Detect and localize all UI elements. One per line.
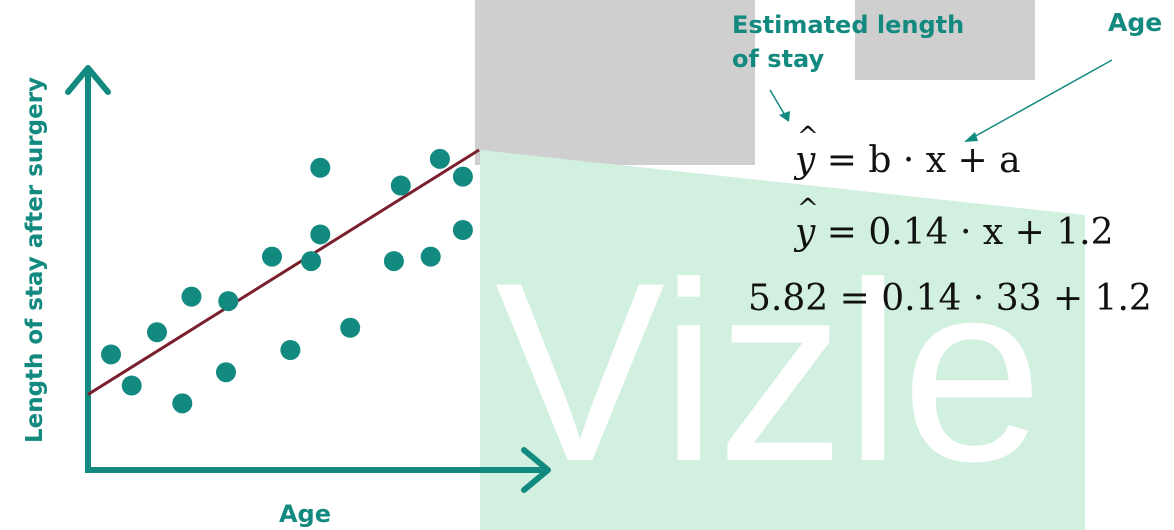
equation-general: y = b · x + a — [795, 122, 1021, 181]
data-point — [172, 393, 193, 414]
estimated-length-line1: Estimated length — [732, 11, 965, 39]
data-point — [280, 340, 301, 360]
age-arrow-line — [971, 59, 1113, 139]
data-point — [121, 375, 142, 396]
estimated-length-label: Estimated length of stay — [732, 8, 964, 76]
data-point — [216, 362, 236, 383]
data-point — [340, 317, 361, 338]
data-point — [310, 224, 331, 245]
x-axis-arrow-icon — [521, 447, 551, 493]
y-hat-symbol: y — [795, 194, 819, 253]
estimated-length-line2: of stay — [732, 45, 825, 73]
watermark-gray-block — [475, 0, 755, 165]
watermark-gray-block-right — [855, 0, 1035, 80]
data-point — [420, 246, 441, 267]
data-point — [390, 175, 411, 196]
age-annotation-label: Age — [1108, 8, 1163, 37]
equation-example: 5.82 = 0.14 · 33 + 1.2 — [748, 278, 1152, 319]
equation-fitted: y = 0.14 · x + 1.2 — [795, 194, 1114, 253]
estimated-arrow-icon — [779, 111, 790, 122]
data-point — [262, 246, 282, 267]
y-axis-arrow-icon — [65, 65, 111, 95]
equation-fitted-rest: = 0.14 · x + 1.2 — [826, 212, 1114, 253]
data-point — [429, 148, 450, 169]
data-point — [452, 220, 473, 240]
regression-line-group — [87, 148, 480, 396]
equation-general-rest: = b · x + a — [826, 140, 1021, 181]
regression-line — [87, 148, 480, 396]
estimated-arrow-line — [769, 89, 787, 118]
watermark-green-block — [480, 150, 1085, 530]
y-axis-label: Length of stay after surgery — [22, 77, 48, 443]
data-point — [301, 251, 322, 272]
data-point — [181, 286, 202, 307]
annotation-arrows — [769, 59, 1113, 142]
data-point — [452, 166, 473, 187]
watermark-text: Vizle — [495, 230, 1043, 515]
age-arrow-icon — [964, 132, 978, 142]
data-points — [101, 148, 473, 414]
data-point — [147, 322, 167, 343]
data-point — [218, 291, 239, 312]
data-point — [101, 344, 121, 365]
watermark: Vizle — [475, 0, 1085, 530]
data-point — [383, 251, 404, 272]
y-hat-symbol: y — [795, 122, 819, 181]
x-axis-label: Age — [279, 500, 331, 528]
axes — [65, 65, 551, 493]
data-point — [310, 157, 331, 178]
